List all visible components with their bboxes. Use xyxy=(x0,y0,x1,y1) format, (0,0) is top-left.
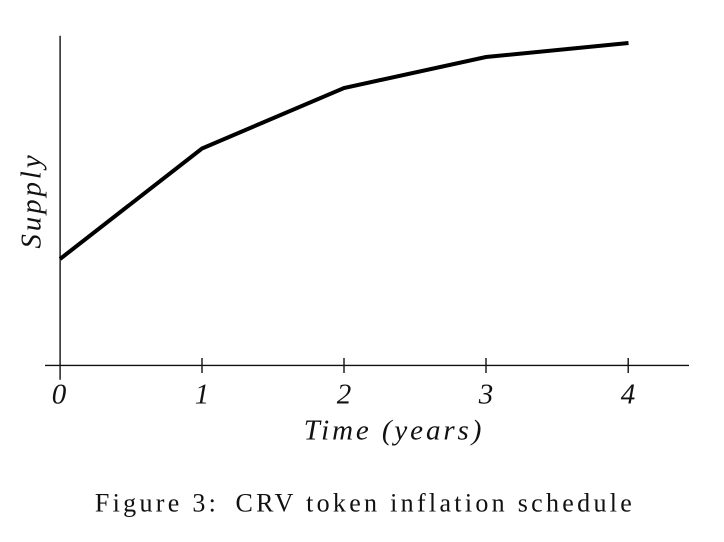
svg-text:4: 4 xyxy=(621,379,636,411)
svg-text:Supply: Supply xyxy=(16,152,48,248)
svg-text:Figure 3: CRV token inflation: Figure 3: CRV token inflation schedule xyxy=(95,489,635,518)
svg-text:2: 2 xyxy=(337,379,352,411)
svg-text:Time (years): Time (years) xyxy=(304,415,485,447)
svg-text:0: 0 xyxy=(52,379,67,411)
svg-text:3: 3 xyxy=(478,379,494,411)
svg-text:1: 1 xyxy=(195,379,210,411)
